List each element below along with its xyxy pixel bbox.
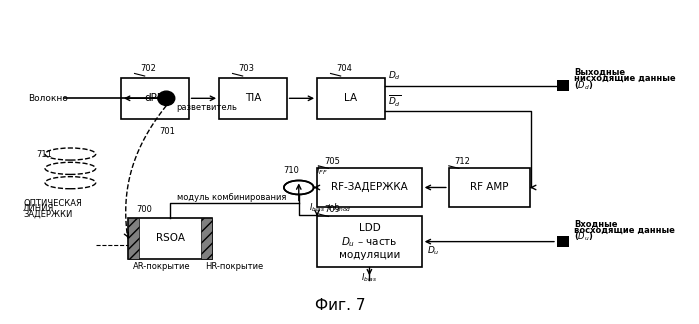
Text: 702: 702 — [140, 64, 156, 74]
Text: RSOA: RSOA — [156, 233, 185, 243]
Text: Волокно: Волокно — [29, 94, 69, 103]
Ellipse shape — [45, 162, 96, 174]
Text: AR-покрытие: AR-покрытие — [134, 262, 191, 271]
Text: ($D_d$): ($D_d$) — [574, 79, 593, 92]
Circle shape — [284, 180, 314, 194]
Text: модуль комбинирования: модуль комбинирования — [177, 193, 286, 202]
Text: 703: 703 — [238, 64, 254, 74]
Text: HR-покрытие: HR-покрытие — [206, 262, 264, 271]
Text: ЛИНИЯ: ЛИНИЯ — [23, 204, 55, 213]
Text: 700: 700 — [137, 205, 152, 214]
Text: 705: 705 — [324, 157, 340, 166]
Bar — [128, 218, 212, 259]
Text: Выходные: Выходные — [574, 68, 625, 77]
Bar — [317, 216, 421, 267]
Bar — [317, 78, 384, 119]
Text: 711: 711 — [37, 150, 52, 159]
Text: 710: 710 — [283, 167, 299, 175]
Text: ($D_u$): ($D_u$) — [574, 231, 593, 243]
Text: 701: 701 — [159, 127, 175, 136]
Bar — [219, 78, 287, 119]
Text: $\overline{D_d}$: $\overline{D_d}$ — [388, 94, 401, 110]
Bar — [317, 168, 421, 207]
Text: Фиг. 7: Фиг. 7 — [315, 298, 366, 313]
Text: dPD: dPD — [145, 93, 165, 103]
Bar — [557, 80, 569, 91]
Bar — [557, 236, 569, 247]
Text: ЗАДЕРЖКИ: ЗАДЕРЖКИ — [23, 210, 73, 219]
Text: 704: 704 — [336, 64, 352, 74]
Bar — [121, 78, 189, 119]
Ellipse shape — [45, 177, 96, 189]
Bar — [128, 218, 138, 259]
Text: разветвитель: разветвитель — [176, 103, 238, 112]
Text: RF-ЗАДЕРЖКА: RF-ЗАДЕРЖКА — [331, 182, 408, 192]
Text: восходящие данные: восходящие данные — [574, 225, 675, 234]
Text: 712: 712 — [454, 157, 470, 166]
Text: LA: LA — [344, 93, 357, 103]
Text: $I_{FF}$: $I_{FF}$ — [316, 165, 328, 177]
Text: $I_{bias}$: $I_{bias}$ — [361, 272, 377, 284]
Text: $D_u$: $D_u$ — [427, 245, 440, 257]
Ellipse shape — [158, 91, 175, 106]
Text: 709: 709 — [324, 205, 340, 214]
Text: RF AMP: RF AMP — [470, 182, 509, 192]
Text: $D_d$: $D_d$ — [388, 70, 401, 82]
Text: $I_{bias}+I_{mod}$: $I_{bias}+I_{mod}$ — [309, 202, 352, 214]
Bar — [449, 168, 530, 207]
Bar — [201, 218, 212, 259]
Text: нисходящие данные: нисходящие данные — [574, 74, 675, 83]
Text: TIA: TIA — [245, 93, 261, 103]
Ellipse shape — [45, 148, 96, 160]
Text: LDD
$D_u$ – часть
модуляции: LDD $D_u$ – часть модуляции — [339, 223, 400, 260]
Text: Входные: Входные — [574, 220, 617, 229]
Text: ОПТИЧЕСКАЯ: ОПТИЧЕСКАЯ — [23, 199, 82, 208]
